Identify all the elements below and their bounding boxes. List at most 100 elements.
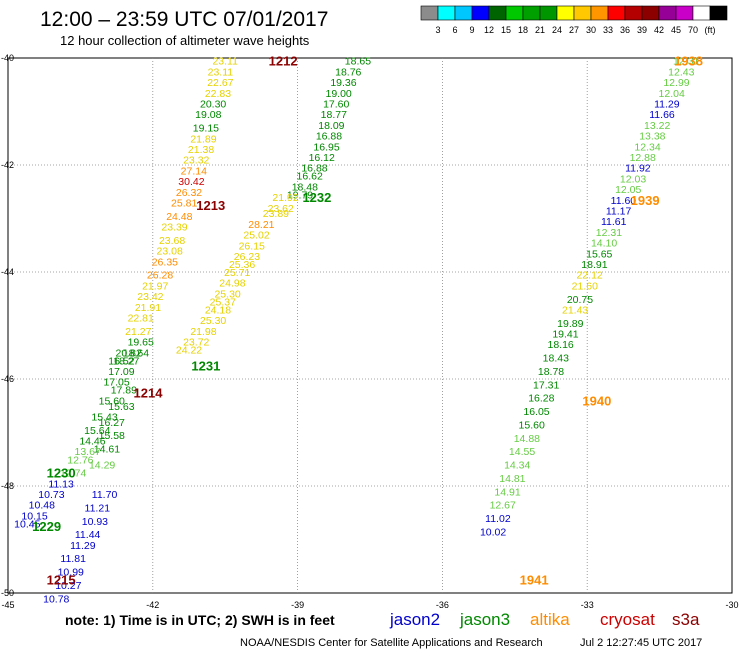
wave-height-value: 19.65 xyxy=(128,337,154,349)
wave-height-value: 24.18 xyxy=(205,304,231,316)
wave-height-value: 16.88 xyxy=(316,131,342,143)
wave-height-points: 18.6518.7619.3619.0017.6018.7718.0916.88… xyxy=(14,56,699,606)
wave-height-value: 12.43 xyxy=(668,66,694,78)
colorbar-label: 6 xyxy=(452,25,457,35)
wave-height-value: 14.10 xyxy=(591,238,617,250)
lat-tick-label: -48 xyxy=(1,481,14,491)
track-time-label: 1231 xyxy=(191,359,220,374)
legend-item: jason3 xyxy=(459,610,510,629)
colorbar-swatch xyxy=(420,5,439,21)
colorbar-swatch xyxy=(471,5,490,21)
wave-height-value: 26.23 xyxy=(234,251,260,263)
wave-height-value: 15.43 xyxy=(91,411,117,423)
wave-height-value: 22.67 xyxy=(207,77,233,89)
colorbar-label: 30 xyxy=(586,25,596,35)
wave-height-value: 18.65 xyxy=(345,56,371,68)
colorbar-swatch xyxy=(607,5,626,21)
wave-height-value: 14.81 xyxy=(499,473,525,485)
wave-height-value: 21.43 xyxy=(562,304,588,316)
colorbar-label: 45 xyxy=(671,25,681,35)
wave-height-value: 19.15 xyxy=(193,123,219,135)
lat-tick-label: -50 xyxy=(1,588,14,598)
wave-height-value: 16.88 xyxy=(301,163,327,175)
wave-height-value: 14.88 xyxy=(514,433,540,445)
track-time-label: 1938 xyxy=(674,54,703,69)
colorbar-label: 21 xyxy=(535,25,545,35)
track-time-label: 1212 xyxy=(269,54,298,69)
track-time-label: 1939 xyxy=(631,193,660,208)
map-subtitle: 12 hour collection of altimeter wave hei… xyxy=(60,33,310,48)
colorbar-label: 18 xyxy=(518,25,528,35)
map-grid xyxy=(7,57,733,594)
lat-tick-label: -42 xyxy=(1,160,14,170)
wave-height-value: 23.72 xyxy=(183,337,209,349)
wave-height-value: 16.12 xyxy=(309,152,335,164)
wave-height-value: 10.78 xyxy=(43,593,69,605)
wave-height-value: 10.73 xyxy=(38,489,64,501)
track-time-label: 1214 xyxy=(134,385,164,400)
track-time-label: 1213 xyxy=(196,198,225,213)
wave-height-value: 19.08 xyxy=(195,109,221,121)
legend-item: s3a xyxy=(672,610,700,629)
wave-height-value: 21.97 xyxy=(142,280,168,292)
wave-height-value: 14.61 xyxy=(94,444,120,456)
wave-height-value: 11.21 xyxy=(85,502,111,514)
track-time-label: 1230 xyxy=(47,466,76,481)
legend-item: altika xyxy=(530,610,570,629)
colorbar-swatch xyxy=(437,5,456,21)
colorbar-swatch xyxy=(641,5,660,21)
track-time-label: 1232 xyxy=(302,190,331,205)
wave-height-value: 26.35 xyxy=(152,256,178,268)
colorbar-swatch xyxy=(505,5,524,21)
wave-height-value: 14.55 xyxy=(509,446,535,458)
legend-item: jason2 xyxy=(389,610,440,629)
wave-height-value: 17.05 xyxy=(103,377,129,389)
wave-height-value: 15.58 xyxy=(99,430,125,442)
wave-height-value: 26.32 xyxy=(176,187,202,199)
wave-height-value: 12.04 xyxy=(659,88,685,100)
colorbar-swatch xyxy=(488,5,507,21)
wave-height-value: 14.34 xyxy=(504,460,530,472)
wave-height-value: 24.98 xyxy=(219,278,245,290)
wave-height-value: 11.81 xyxy=(60,553,86,565)
track-time-label: 1215 xyxy=(47,573,76,588)
track-time-labels: 1212 1213 1214 1215 1232 1231 1230 1229 1938 1939… xyxy=(32,54,703,588)
colorbar-swatch xyxy=(709,5,728,21)
lat-tick-label: -46 xyxy=(1,374,14,384)
wave-height-value: 23.08 xyxy=(157,246,183,258)
wave-height-value: 17.09 xyxy=(108,366,134,378)
legend-item: cryosat xyxy=(600,610,655,629)
wave-height-value: 25.71 xyxy=(224,267,250,279)
wave-height-value: 12.67 xyxy=(490,500,516,512)
wave-height-value: 24.22 xyxy=(176,345,202,357)
track-time-label: 1941 xyxy=(520,573,549,588)
wave-height-value: 23.68 xyxy=(159,235,185,247)
wave-height-value: 10.02 xyxy=(480,526,506,538)
lon-tick-label: -42 xyxy=(146,600,159,610)
wave-height-value: 12.31 xyxy=(673,56,699,68)
wave-height-value: 11.60 xyxy=(611,195,637,207)
wave-height-value: 12.76 xyxy=(67,454,93,466)
wave-height-value: 21.89 xyxy=(190,133,216,145)
wave-height-value: 20.82 xyxy=(116,347,142,359)
wave-height-value: 16.28 xyxy=(528,393,554,405)
wave-height-value: 15.60 xyxy=(519,419,545,431)
wave-height-value: 10.93 xyxy=(82,516,108,528)
wave-height-value: 14.29 xyxy=(89,460,115,472)
wave-height-value: 21.27 xyxy=(125,326,151,338)
wave-height-value: 16.95 xyxy=(313,141,339,153)
wave-height-value: 12.88 xyxy=(630,152,656,164)
lon-tick-label: -45 xyxy=(1,600,14,610)
colorbar-label: 39 xyxy=(637,25,647,35)
wave-height-value: 30.42 xyxy=(178,176,204,188)
wave-height-value: 14.91 xyxy=(494,486,520,498)
wave-height-value: 12.31 xyxy=(596,227,622,239)
wave-height-value: 10.27 xyxy=(55,580,81,592)
lon-tick-label: -36 xyxy=(436,600,449,610)
wave-height-value: 18.77 xyxy=(321,109,347,121)
satellite-legend: jason2 jason3 altika cryosat s3a xyxy=(389,610,700,629)
wave-height-value: 15.65 xyxy=(586,248,612,260)
wave-height-value: 21.98 xyxy=(190,326,216,338)
wave-height-value: 23.42 xyxy=(137,291,163,303)
